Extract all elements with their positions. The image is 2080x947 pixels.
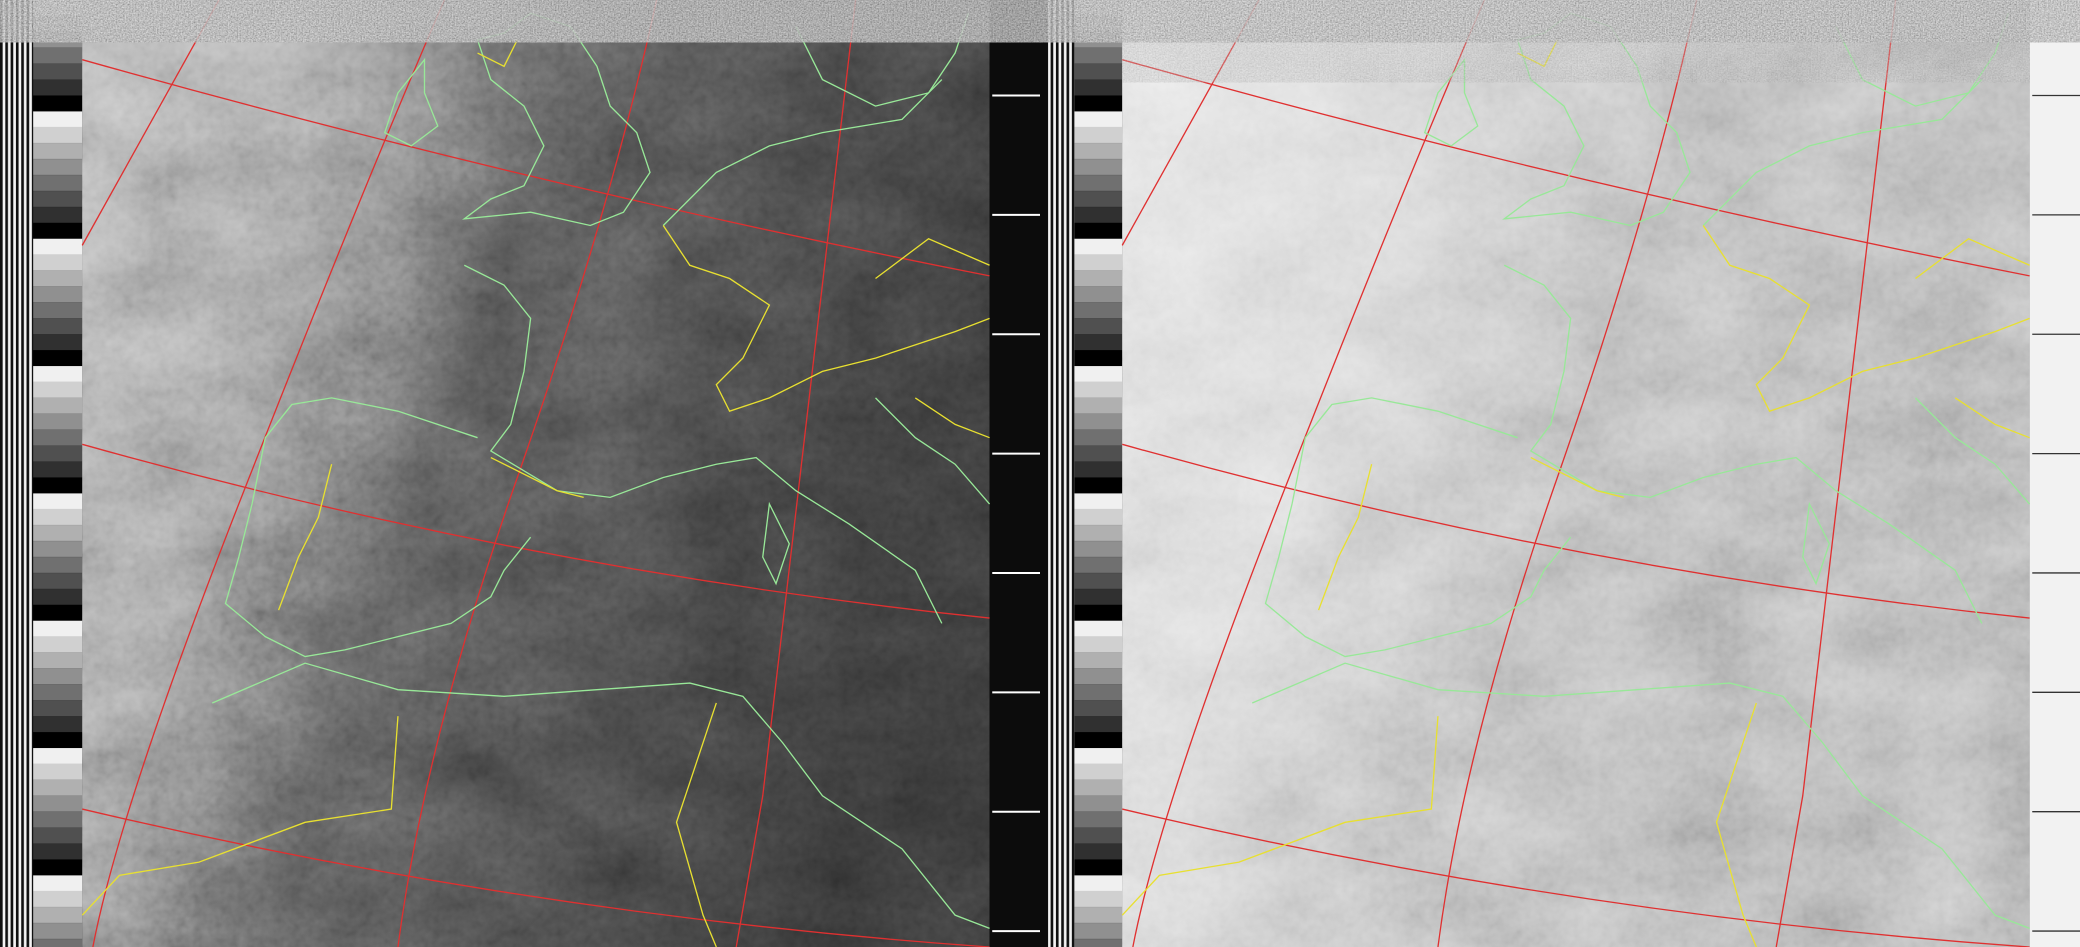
- channel-b-texture: [1122, 0, 2030, 947]
- sync-a: [0, 0, 34, 947]
- sync-b: [1047, 0, 1075, 947]
- space-strip-a: [989, 0, 1048, 947]
- telemetry-b: [1074, 0, 1123, 947]
- signal-noise-b: [1122, 42, 2030, 83]
- telemetry-a: [33, 0, 83, 947]
- signal-noise-top: [0, 0, 2080, 43]
- strip-ticks-a: [992, 94, 1040, 933]
- channel-a-texture: [82, 0, 990, 947]
- space-strip-b: [2029, 0, 2080, 947]
- strip-ticks-b: [2032, 94, 2080, 932]
